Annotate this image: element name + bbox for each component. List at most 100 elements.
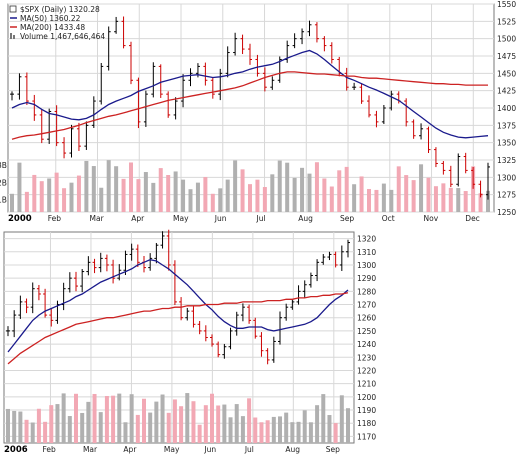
y-tick-label: 1375 [497,121,516,130]
volume-bar [456,188,461,212]
volume-bar [321,394,326,443]
volume-bar [114,166,119,212]
volume-bar [333,423,338,443]
volume-bar [285,162,290,212]
volume-bar [123,422,128,443]
volume-bar [104,395,109,443]
volume-bar [411,180,416,212]
volume-bar [247,398,252,443]
volume-bar [143,172,148,212]
x-tick-label: Sep [326,445,340,454]
volume-bar [121,178,126,212]
y-tick-label: 1350 [497,139,516,148]
y-tick-label: 1290 [357,274,376,283]
volume-bar [129,162,133,212]
y-tick-label: 1500 [497,35,516,44]
volume-bar [240,169,245,212]
volume-bar [322,178,327,212]
volume-bar [74,393,78,443]
volume-bar [337,170,342,212]
volume-bar [284,412,289,443]
volume-bar [30,422,35,443]
volume-bar [308,422,313,443]
volume-bar [86,401,91,443]
y-tick-label: 1300 [497,173,516,182]
volume-bar [359,176,364,212]
x-tick-label: Jul [256,214,266,223]
volume-bar [339,395,344,443]
volume-bar [17,162,22,212]
volume-bar [84,160,89,212]
x-tick-label: Nov [424,214,439,223]
y-tick-label: 1320 [357,235,376,244]
y-tick-label: 1425 [497,87,516,96]
x-tick-label: Dec [465,214,480,223]
volume-bar [203,405,208,443]
x-tick-label: Feb [48,214,62,223]
y-tick-label: 1190 [357,406,376,415]
volume-bar [277,160,282,212]
volume-bar [62,188,67,212]
volume-bar [210,393,214,443]
x-tick-label: Jul [244,445,254,454]
volume-bar [344,166,349,212]
volume-bar [290,422,295,443]
volume-bar [486,190,490,212]
volume-bar [478,193,483,212]
ma200-line [11,71,488,140]
volume-bar [296,421,301,443]
x-tick-label: Sep [340,214,354,223]
year-label: 2006 [4,445,28,455]
volume-bar [426,177,431,212]
y-tick-label: 1280 [357,287,376,296]
y-tick-label: 1550 [497,0,516,9]
ma200-line [7,292,349,365]
checkbox-icon [9,5,17,13]
volume-bar [314,162,319,212]
volume-bar [76,175,81,212]
y-tick-label: 1400 [497,104,516,113]
volume-bar [148,412,153,443]
volume-bar [43,421,48,443]
volume-bar [92,393,97,443]
volume-bar [195,182,200,212]
volume-bar [233,160,238,212]
volume-bar [302,410,307,443]
ma50-line [7,259,349,353]
volume-bar [210,193,215,212]
volume-bar [98,412,103,443]
volume-bar [240,416,245,443]
volume-bar [228,417,233,443]
x-tick-label: Jun [203,445,216,454]
volume-bar [262,187,267,212]
y-tick-label: 1450 [497,69,516,78]
volume-bar [278,416,282,443]
y-tick-label: 1180 [357,419,376,428]
volume-bar [315,405,320,443]
volume-bar [255,179,260,212]
volume-bar [218,188,223,212]
volume-bar [259,422,264,443]
volume-bar [142,398,146,443]
volume-bar [292,177,297,212]
volume-bar [136,179,141,212]
volume-bar [18,411,23,443]
volume-bar [225,179,230,212]
volume-bar [61,393,66,443]
volume-bar [396,166,401,212]
volume-bar [203,177,208,212]
x-tick-label: May [173,214,189,223]
volume-bar [111,395,116,443]
volume-bar [99,187,104,212]
y-tick-label: 1275 [497,191,516,200]
volume-bar [24,191,29,212]
y-tick-label: 1250 [497,208,516,217]
volume-bar [433,186,438,212]
volume-bar [346,408,350,443]
y-tick-label: 1170 [357,432,376,441]
volume-bar [36,408,41,443]
y-tick-label: 1525 [497,17,516,26]
y-tick-label: 1300 [357,261,376,270]
volume-bar [185,393,190,443]
volume-bar [270,174,275,212]
